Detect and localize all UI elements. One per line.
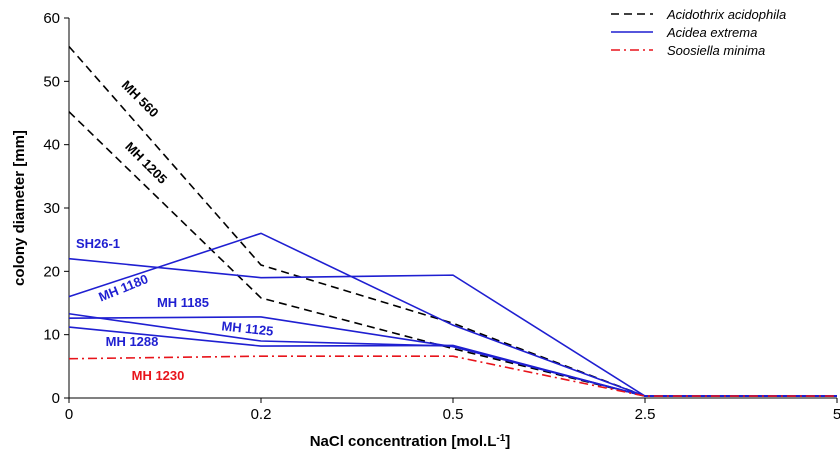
series-label: MH 1230 — [132, 368, 185, 383]
y-axis-title: colony diameter [mm] — [11, 130, 28, 286]
series-label: MH 1185 — [157, 295, 209, 310]
y-tick-label: 50 — [43, 73, 60, 90]
legend-label: Soosiella minima — [667, 43, 765, 58]
series-label: MH 1125 — [221, 318, 274, 338]
y-tick-label: 30 — [43, 200, 60, 217]
legend: Acidothrix acidophila Acidea extrema Soosi… — [611, 7, 786, 58]
x-tick-label: 0 — [65, 406, 73, 423]
series-label: SH26-1 — [76, 236, 120, 251]
series-line-mh-1125 — [68, 312, 837, 397]
x-tick-label: 2.5 — [635, 406, 656, 423]
series-label: MH 560 — [119, 77, 162, 120]
series-label: MH 1180 — [96, 271, 150, 304]
x-tick-label: 5 — [833, 406, 840, 423]
series-line-mh-1288 — [68, 326, 837, 397]
y-tick-label: 40 — [43, 137, 60, 154]
series-label: MH 1288 — [106, 334, 159, 349]
x-axis-title: NaCl concentration [mol.L-1] — [310, 433, 511, 451]
y-tick-label: 0 — [52, 390, 60, 407]
series-label: MH 1205 — [122, 139, 170, 187]
series-line-mh-560 — [68, 45, 837, 397]
y-tick-label: 20 — [43, 263, 60, 280]
series-line-mh-1205 — [68, 111, 837, 397]
x-tick-label: 0.2 — [251, 406, 272, 423]
legend-label: Acidea extrema — [666, 25, 757, 40]
y-tick-label: 60 — [43, 10, 60, 27]
legend-label: Acidothrix acidophila — [666, 7, 786, 22]
series-line-mh-1230 — [68, 355, 837, 397]
y-tick-label: 10 — [43, 327, 60, 344]
x-tick-label: 0.5 — [443, 406, 464, 423]
